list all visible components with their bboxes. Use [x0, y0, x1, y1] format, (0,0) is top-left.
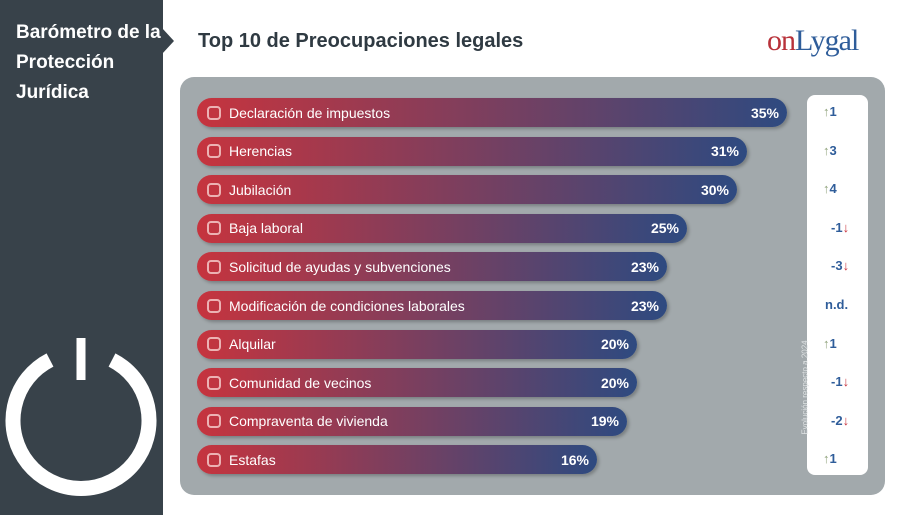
- bar-value: 16%: [560, 451, 589, 468]
- bar: Herencias 31%: [197, 136, 747, 166]
- bar-value: 20%: [600, 374, 629, 391]
- bar-label: Estafas: [229, 451, 276, 468]
- bar-label: Declaración de impuestos: [229, 104, 391, 121]
- evolution-value: ↑1: [823, 451, 837, 467]
- evolution-value: n.d.: [825, 297, 849, 312]
- bar-label: Herencias: [229, 143, 293, 160]
- house-sale-icon: [207, 414, 221, 429]
- evolution-value: -1↓: [831, 219, 850, 235]
- bar-label: Jubilación: [229, 181, 292, 198]
- evolution-value: ↑1: [823, 104, 837, 119]
- evolution-value: -1↓: [831, 374, 850, 390]
- evolution-value: ↑4: [823, 181, 837, 197]
- evolution-value: ↑1: [823, 335, 837, 351]
- bar-value: 35%: [750, 104, 779, 121]
- bar-value: 23%: [630, 297, 659, 314]
- evolution-box: [807, 95, 868, 475]
- arrow-up-icon: ↑: [823, 104, 830, 119]
- evolution-value: ↑3: [823, 142, 837, 158]
- onlygal-logo: onLygal: [767, 24, 859, 57]
- bar-value: 25%: [650, 220, 679, 237]
- bar: Modificación de condiciones laborales 23%: [197, 291, 667, 320]
- arrow-down-icon: ↓: [842, 219, 850, 235]
- grants-icon: [207, 259, 221, 274]
- sick-leave-icon: [207, 221, 221, 236]
- arrow-up-icon: ↑: [823, 451, 830, 467]
- neighbors-icon: [207, 375, 221, 390]
- arrow-down-icon: ↓: [842, 258, 850, 274]
- bar: Baja laboral 25%: [197, 213, 687, 243]
- bar: Jubilación 30%: [197, 175, 737, 205]
- bar-value: 19%: [590, 413, 619, 430]
- bar: Solicitud de ayudas y subvenciones 23%: [197, 252, 667, 282]
- bar-value: 23%: [630, 258, 659, 275]
- bar-label: Baja laboral: [229, 220, 303, 237]
- bar: Comunidad de vecinos 20%: [197, 368, 637, 398]
- arrow-down-icon: ↓: [842, 412, 850, 428]
- bar-label: Comunidad de vecinos: [229, 374, 372, 391]
- evolution-value: -3↓: [831, 258, 850, 274]
- bar-label: Modificación de condiciones laborales: [229, 297, 465, 314]
- bar-label: Alquilar: [229, 336, 276, 353]
- bar: Alquilar 20%: [197, 329, 637, 359]
- bar: Estafas 16%: [197, 445, 597, 475]
- retirement-icon: [207, 182, 221, 197]
- bar-value: 31%: [710, 143, 739, 160]
- bar: Declaración de impuestos 35%: [197, 98, 787, 127]
- tax-form-icon: [207, 105, 221, 120]
- work-conditions-icon: [207, 298, 221, 313]
- bar: Compraventa de vivienda 19%: [197, 406, 627, 436]
- bar-label: Compraventa de vivienda: [229, 413, 388, 430]
- rent-icon: [207, 337, 221, 352]
- sidebar: [0, 0, 163, 515]
- arrow-down-icon: ↓: [842, 374, 850, 390]
- sidebar-title: Barómetro de la Protección Jurídica: [16, 22, 161, 103]
- arrow-up-icon: ↑: [823, 335, 830, 351]
- fraud-icon: [207, 452, 221, 467]
- arrow-up-icon: ↑: [823, 142, 830, 158]
- page-title: Top 10 de Preocupaciones legales: [198, 30, 524, 52]
- arrow-up-icon: ↑: [823, 181, 830, 197]
- sidebar-pointer: [162, 28, 174, 54]
- bar-value: 20%: [600, 336, 629, 353]
- evolution-value: -2↓: [831, 412, 850, 428]
- power-icon: [5, 338, 157, 496]
- bar-label: Solicitud de ayudas y subvenciones: [229, 258, 451, 275]
- bar-value: 30%: [700, 181, 729, 198]
- inheritance-icon: [207, 144, 221, 159]
